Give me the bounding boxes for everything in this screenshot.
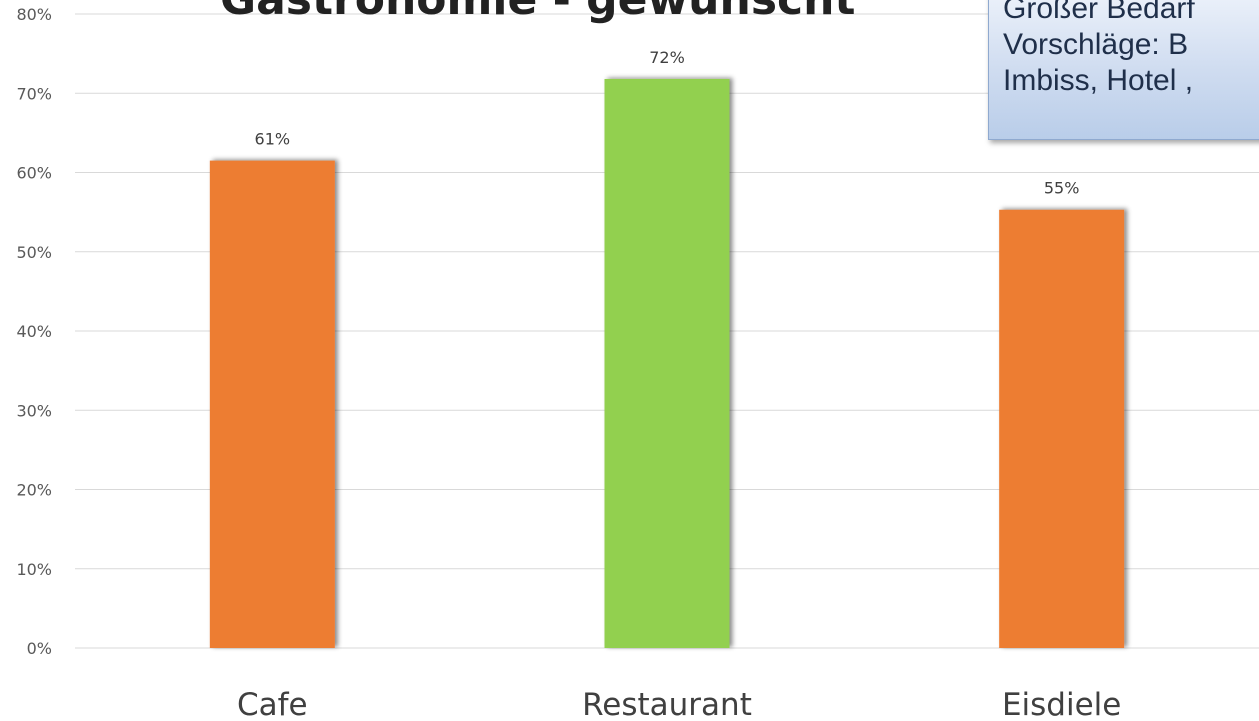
data-label-restaurant: 72% — [649, 48, 685, 67]
data-label-eisdiele: 55% — [1044, 179, 1080, 198]
y-tick-label: 80% — [16, 5, 52, 24]
y-tick-label: 50% — [16, 243, 52, 262]
data-labels: 61% 72% 55% — [255, 48, 1080, 198]
y-tick-label: 20% — [16, 481, 52, 500]
y-tick-label: 30% — [16, 401, 52, 420]
callout-line-1: Großer Bedarf — [1003, 0, 1195, 25]
chart-title: Gastronomie - gewünscht — [220, 0, 855, 25]
callout-line-2: Vorschläge: B — [1003, 28, 1189, 61]
y-tick-label: 40% — [16, 322, 52, 341]
category-label-eisdiele: Eisdiele — [1002, 687, 1121, 721]
callout-line-3: Imbiss, Hotel , — [1003, 64, 1194, 97]
bar-restaurant — [604, 78, 730, 649]
category-label-cafe: Cafe — [237, 687, 308, 721]
bars — [209, 78, 1125, 649]
category-label-restaurant: Restaurant — [582, 687, 752, 721]
y-tick-label: 60% — [16, 164, 52, 183]
bar-cafe — [209, 160, 335, 649]
annotation-callout: Großer Bedarf Vorschläge: B Imbiss, Hote… — [988, 0, 1259, 140]
data-label-cafe: 61% — [255, 130, 291, 149]
bar-eisdiele — [999, 209, 1125, 648]
y-tick-label: 0% — [27, 639, 52, 658]
y-axis-ticks: 0% 10% 20% 30% 40% 50% 60% 70% 80% — [16, 5, 52, 658]
y-tick-label: 10% — [16, 560, 52, 579]
y-tick-label: 70% — [16, 84, 52, 103]
x-axis-categories: Cafe Restaurant Eisdiele — [237, 687, 1121, 721]
